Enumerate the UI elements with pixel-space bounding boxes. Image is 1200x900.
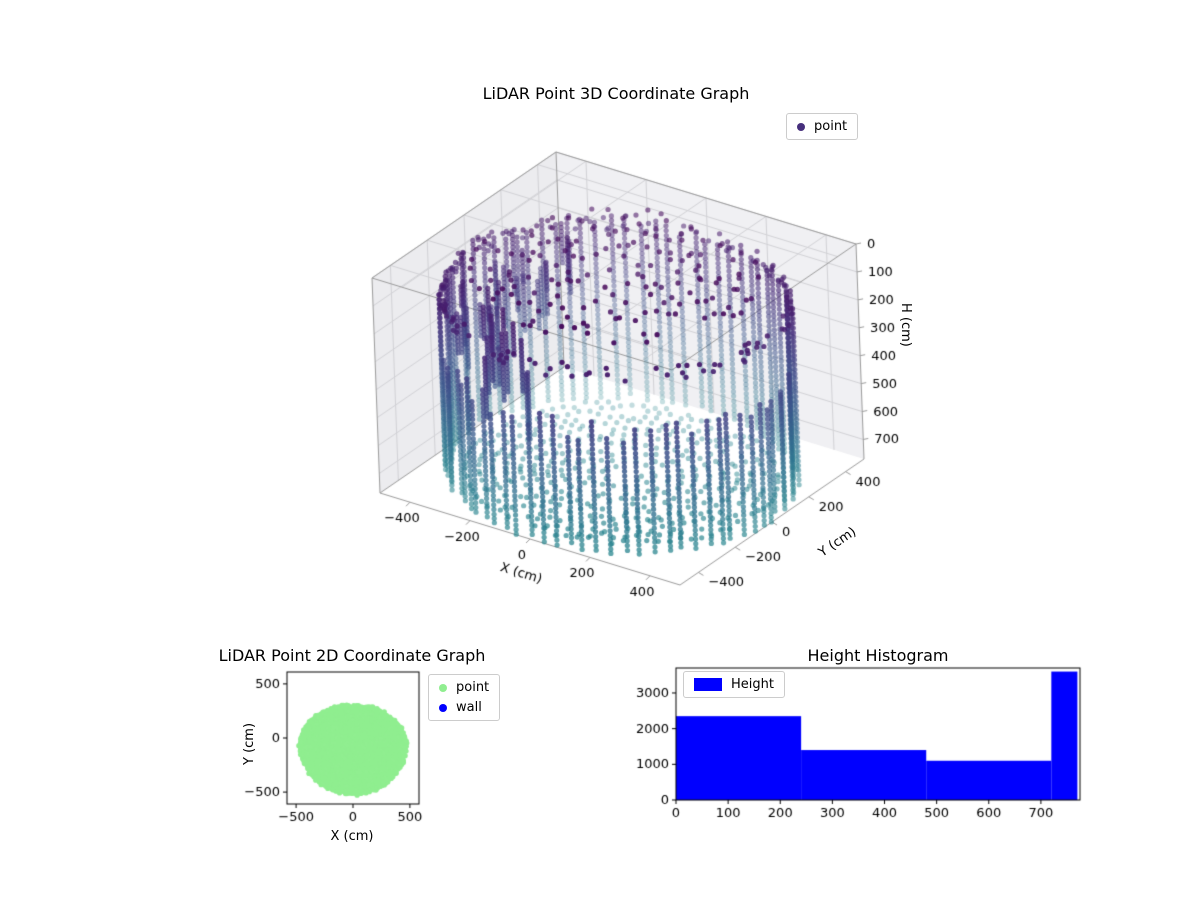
point-marker-icon xyxy=(797,122,805,131)
legend-label-height: Height xyxy=(731,677,774,692)
legend-label-point-2d: point xyxy=(456,680,490,695)
legend-histogram: Height xyxy=(683,671,785,698)
wall-marker-icon xyxy=(439,703,447,712)
chart-title-histogram: Height Histogram xyxy=(807,646,949,665)
legend-item-point-3d: point xyxy=(797,119,847,134)
legend-item-height: Height xyxy=(694,677,774,692)
legend-2d: point wall xyxy=(428,674,501,721)
chart-title-3d: LiDAR Point 3D Coordinate Graph xyxy=(482,84,750,103)
legend-item-point-2d: point xyxy=(439,680,489,695)
axis-label-h-3d: H (cm) xyxy=(898,303,913,347)
legend-3d: point xyxy=(786,113,859,140)
point-marker-icon xyxy=(439,683,447,692)
chart-title-2d: LiDAR Point 2D Coordinate Graph xyxy=(218,646,486,665)
axis-label-x-2d: X (cm) xyxy=(330,829,374,844)
legend-label-wall-2d: wall xyxy=(456,700,482,715)
axis-label-y-2d: Y (cm) xyxy=(242,722,257,765)
legend-item-wall-2d: wall xyxy=(439,700,489,715)
legend-label-point-3d: point xyxy=(814,119,848,134)
height-swatch-icon xyxy=(694,678,722,691)
